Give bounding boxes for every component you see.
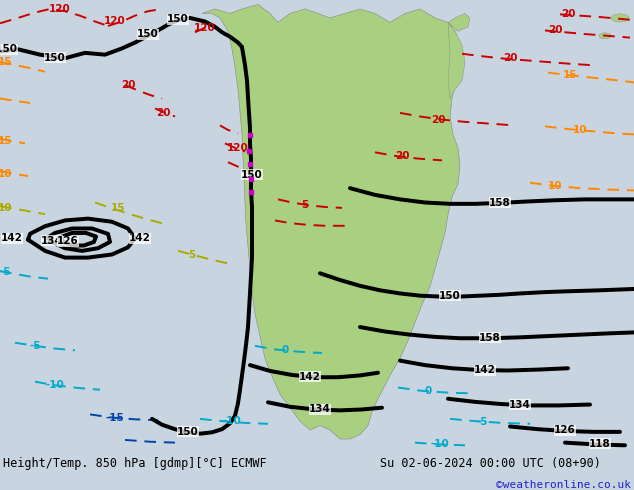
Text: -5: -5 (0, 268, 11, 277)
Text: 10: 10 (0, 169, 12, 179)
Text: 150: 150 (167, 14, 189, 24)
Text: -5: -5 (476, 416, 488, 427)
Text: 120: 120 (194, 23, 216, 33)
Text: 15: 15 (0, 57, 12, 67)
Text: 142: 142 (474, 365, 496, 375)
Text: 126: 126 (554, 425, 576, 435)
Text: 20: 20 (503, 53, 517, 63)
Text: 150: 150 (241, 170, 263, 180)
Text: 15: 15 (111, 203, 126, 213)
Text: 158: 158 (489, 198, 511, 208)
Text: -15: -15 (106, 413, 124, 422)
Text: 134: 134 (309, 404, 331, 415)
Polygon shape (448, 23, 465, 98)
Text: 20: 20 (548, 25, 562, 35)
Text: 158: 158 (479, 333, 501, 343)
Text: 0: 0 (424, 386, 432, 396)
Text: 10: 10 (548, 181, 562, 191)
Ellipse shape (611, 14, 629, 22)
Text: 5: 5 (301, 200, 309, 210)
Text: 150: 150 (137, 29, 159, 40)
Text: 150: 150 (439, 291, 461, 301)
Text: 20: 20 (395, 151, 410, 161)
Text: 20: 20 (560, 9, 575, 19)
Ellipse shape (599, 33, 611, 39)
Text: -150: -150 (0, 44, 17, 54)
Text: 10: 10 (573, 125, 587, 135)
Text: 150: 150 (177, 427, 199, 437)
Text: 0: 0 (281, 345, 288, 355)
Text: 15: 15 (563, 70, 577, 80)
Text: 120: 120 (227, 143, 249, 153)
Text: 150: 150 (44, 53, 66, 63)
Text: 142: 142 (1, 233, 23, 244)
Text: ©weatheronline.co.uk: ©weatheronline.co.uk (496, 480, 631, 490)
Polygon shape (448, 13, 470, 31)
Text: Height/Temp. 850 hPa [gdmp][°C] ECMWF: Height/Temp. 850 hPa [gdmp][°C] ECMWF (3, 458, 267, 470)
Text: 120: 120 (104, 16, 126, 26)
Text: 134: 134 (41, 236, 63, 245)
Text: 120: 120 (49, 3, 71, 14)
Text: 20: 20 (156, 108, 171, 118)
Text: -10: -10 (223, 416, 242, 426)
Text: 142: 142 (299, 372, 321, 382)
Text: Su 02-06-2024 00:00 UTC (08+90): Su 02-06-2024 00:00 UTC (08+90) (380, 458, 601, 470)
Text: 142: 142 (129, 233, 151, 244)
Text: 5: 5 (188, 250, 196, 260)
Text: 134: 134 (509, 399, 531, 410)
Text: 20: 20 (430, 115, 445, 124)
Text: 126: 126 (57, 236, 79, 246)
Text: -10: -10 (46, 380, 65, 390)
Text: 20: 20 (120, 80, 135, 90)
Text: 10: 10 (0, 203, 12, 213)
Text: 118: 118 (589, 439, 611, 448)
Text: 15: 15 (0, 136, 12, 146)
Text: -10: -10 (430, 439, 450, 448)
Polygon shape (202, 4, 462, 439)
Text: -5: -5 (29, 341, 41, 351)
